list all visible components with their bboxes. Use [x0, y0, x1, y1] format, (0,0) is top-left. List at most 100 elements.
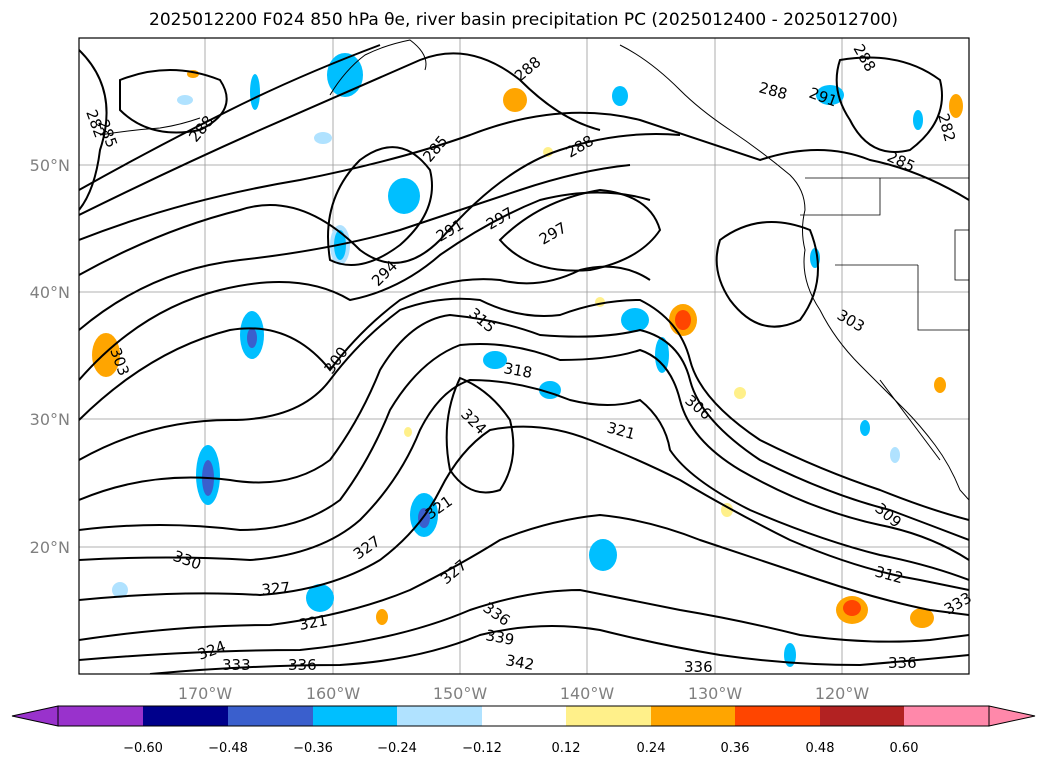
contour-line — [79, 133, 681, 276]
colorbar-segment — [904, 706, 989, 726]
colorbar: −0.60 −0.48 −0.36 −0.24 −0.12 0.12 0.24 … — [11, 705, 1036, 756]
lon-tick-label: 170°W — [178, 684, 233, 703]
contour-line — [79, 49, 108, 211]
colorbar-tick-label: 0.48 — [806, 741, 835, 756]
lon-tick-label: 120°W — [815, 684, 870, 703]
precip-blob — [949, 94, 963, 118]
colorbar-tick-label: −0.48 — [208, 741, 248, 756]
lon-tick-label: 150°W — [433, 684, 488, 703]
precip-blob — [675, 310, 691, 330]
colorbar-segment — [651, 706, 735, 726]
precip-blob — [404, 427, 412, 437]
lat-tick-label: 30°N — [30, 410, 70, 429]
contour-label: 336 — [684, 658, 713, 676]
colorbar-tick-label: 0.12 — [552, 741, 581, 756]
precip-blob — [655, 337, 669, 373]
contour-line — [79, 588, 969, 661]
lon-tick-label: 130°W — [688, 684, 743, 703]
lat-tick-label: 20°N — [30, 538, 70, 557]
precip-blob — [112, 582, 128, 598]
contour-line — [498, 188, 662, 272]
coastline-baja — [879, 379, 941, 461]
contour-line — [79, 265, 651, 421]
colorbar-tick-label: −0.24 — [377, 741, 417, 756]
map-frame — [78, 37, 970, 675]
contour-line — [79, 513, 969, 641]
contour-label: 339 — [484, 626, 515, 649]
contour-label: 318 — [502, 359, 533, 382]
colorbar-extend-max — [988, 705, 1036, 727]
border-state — [800, 178, 881, 216]
precip-blob — [734, 387, 746, 399]
lat-tick-label: 50°N — [30, 156, 70, 175]
colorbar-outline — [57, 705, 990, 727]
contour-label: 333 — [222, 656, 251, 674]
colorbar-tick-label: −0.12 — [462, 741, 502, 756]
colorbar-segment — [58, 706, 143, 726]
border-state — [954, 229, 969, 281]
colorbar-segment — [397, 706, 482, 726]
precip-blob — [860, 420, 870, 436]
colorbar-segment — [143, 706, 228, 726]
contour-line — [119, 69, 228, 134]
colorbar-tick-label: 0.60 — [890, 741, 919, 756]
lon-tick-label: 160°W — [306, 684, 361, 703]
graticule — [79, 38, 969, 674]
precip-blob — [483, 351, 507, 369]
map-area — [79, 38, 969, 674]
lon-tick-label: 140°W — [560, 684, 615, 703]
contour-line — [149, 625, 969, 674]
colorbar-segment — [566, 706, 651, 726]
colorbar-tick-label: 0.36 — [721, 741, 750, 756]
precip-blob — [589, 539, 617, 571]
contour-line — [445, 376, 515, 494]
contour-line — [79, 52, 601, 216]
colorbar-extend-min — [11, 705, 59, 727]
precip-blob — [843, 600, 861, 616]
contour-line — [79, 313, 969, 541]
contour-line — [79, 164, 631, 331]
contour-label: 336 — [288, 656, 317, 674]
contour-line — [79, 297, 969, 521]
precip-blob — [721, 503, 733, 517]
colorbar-tick-label: −0.60 — [123, 741, 163, 756]
precip-blob — [621, 308, 649, 332]
precip-blob — [503, 88, 527, 112]
precip-blob — [376, 609, 388, 625]
colorbar-segment — [228, 706, 313, 726]
contour-label: 321 — [298, 611, 329, 634]
precip-blob — [910, 608, 934, 628]
lat-tick-label: 40°N — [30, 283, 70, 302]
contour-line — [79, 425, 969, 601]
colorbar-segment — [820, 706, 904, 726]
border-state — [917, 265, 969, 331]
contour-line — [79, 343, 969, 561]
contour-line — [715, 221, 819, 328]
precip-blob — [177, 95, 193, 105]
contour-line — [835, 56, 943, 153]
coastline-alaska-peninsula — [329, 39, 427, 96]
precip-blob — [934, 377, 946, 393]
coastlines — [99, 39, 969, 501]
colorbar-tick-label: 0.24 — [637, 741, 666, 756]
precip-blob — [784, 643, 796, 667]
precip-blob — [612, 86, 628, 106]
contour-line — [79, 191, 651, 381]
lon-axis: 170°W 160°W 150°W 140°W 130°W 120°W — [178, 684, 870, 703]
coastline-aleutians — [99, 117, 201, 136]
precip-blob — [250, 74, 260, 110]
contour-label: 336 — [888, 654, 917, 672]
map-title: 2025012200 F024 850 hPa θe, river basin … — [149, 10, 898, 30]
precip-blob — [595, 297, 605, 307]
precip-blob — [890, 447, 900, 463]
contour-label: 342 — [504, 651, 535, 674]
colorbar-tick-label: −0.36 — [293, 741, 333, 756]
contour-label: 327 — [261, 579, 291, 599]
precip-blob — [247, 328, 257, 348]
colorbar-segment — [735, 706, 820, 726]
contour-line — [79, 378, 969, 581]
contour-line — [79, 44, 381, 191]
coastline-north-america — [619, 44, 969, 501]
precip-blob — [92, 333, 120, 377]
